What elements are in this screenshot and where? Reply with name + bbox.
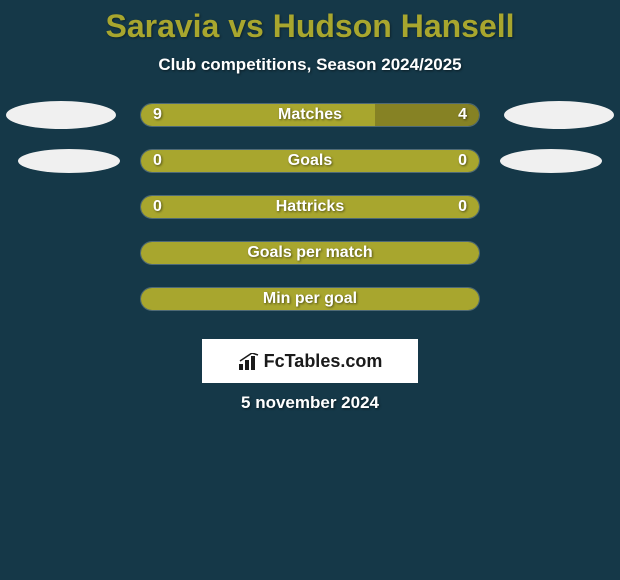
bar-fill-left [141,150,479,172]
stat-row: Goals per match [0,241,620,265]
watermark-text: FcTables.com [264,351,383,371]
bar-fill-left [141,242,479,264]
date-text: 5 november 2024 [0,393,620,413]
stat-bar: Min per goal [140,287,480,311]
stat-bar: Goals per match [140,241,480,265]
chart-icon [238,353,260,371]
player-ellipse-left [6,101,116,129]
stat-bar: 94Matches [140,103,480,127]
bar-fill-left [141,196,479,218]
stat-bar: 00Goals [140,149,480,173]
stat-row: 00Goals [0,149,620,173]
bar-fill-right [375,104,479,126]
stat-row: 94Matches [0,103,620,127]
subtitle: Club competitions, Season 2024/2025 [0,55,620,75]
stat-row: Min per goal [0,287,620,311]
stat-bar: 00Hattricks [140,195,480,219]
comparison-infographic: Saravia vs Hudson Hansell Club competiti… [0,0,620,413]
watermark: FcTables.com [202,339,418,383]
player-ellipse-right [504,101,614,129]
stat-row: 00Hattricks [0,195,620,219]
stat-rows: 94Matches 00Goals 00Hattricks Goals per mat… [0,103,620,311]
bar-fill-left [141,288,479,310]
player-ellipse-left [18,149,120,173]
player-ellipse-right [500,149,602,173]
page-title: Saravia vs Hudson Hansell [0,8,620,45]
bar-fill-left [141,104,375,126]
